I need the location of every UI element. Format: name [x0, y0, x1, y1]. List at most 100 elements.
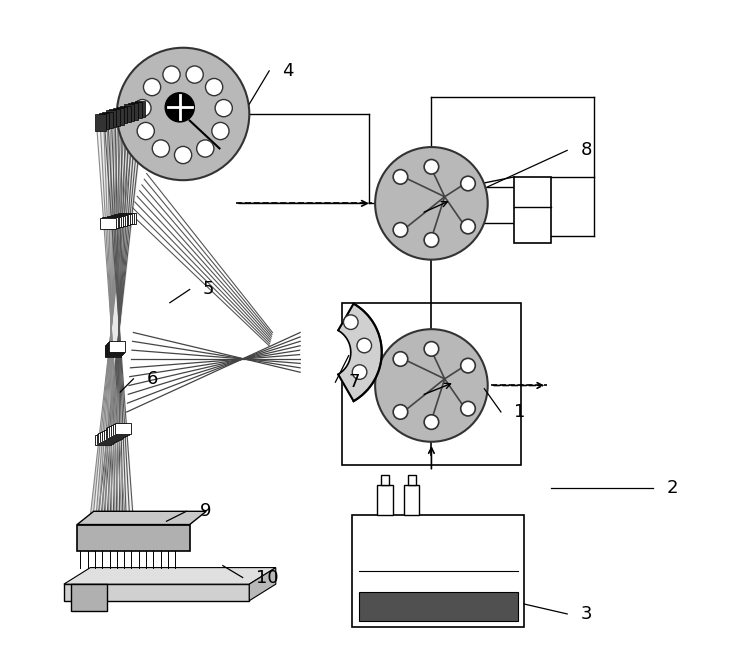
Text: 10: 10	[256, 569, 279, 587]
Bar	[107, 216, 123, 227]
Circle shape	[175, 146, 192, 164]
Bar	[118, 213, 133, 224]
Circle shape	[343, 315, 358, 329]
Bar	[107, 344, 122, 354]
Circle shape	[212, 122, 229, 140]
Circle shape	[375, 329, 488, 442]
Text: 8: 8	[581, 142, 592, 160]
Text: 3: 3	[581, 605, 592, 623]
Bar	[109, 215, 125, 226]
Bar	[116, 107, 128, 123]
Circle shape	[300, 327, 351, 378]
Text: 6: 6	[147, 370, 158, 388]
Circle shape	[393, 405, 408, 419]
Circle shape	[153, 140, 170, 157]
Bar	[77, 525, 189, 551]
Bar	[108, 343, 123, 354]
Bar	[108, 428, 123, 438]
Circle shape	[393, 223, 408, 237]
Bar	[120, 106, 131, 122]
Bar	[105, 345, 122, 356]
Bar	[99, 113, 109, 129]
Bar	[404, 485, 419, 515]
Bar	[102, 112, 113, 128]
Bar	[111, 215, 127, 226]
Bar	[113, 108, 124, 124]
Circle shape	[215, 100, 232, 117]
Polygon shape	[77, 511, 206, 525]
Bar	[102, 217, 117, 228]
Circle shape	[424, 233, 439, 247]
Bar	[124, 104, 134, 121]
Bar	[116, 214, 132, 225]
Bar	[109, 426, 125, 437]
Bar	[119, 213, 136, 223]
Bar	[95, 114, 105, 130]
Bar	[106, 344, 122, 355]
Bar	[342, 303, 521, 465]
Bar	[108, 342, 125, 352]
Bar	[131, 102, 142, 118]
Circle shape	[134, 100, 151, 117]
Bar	[106, 110, 116, 127]
Bar	[97, 434, 113, 444]
Bar	[95, 435, 111, 446]
Bar	[110, 109, 120, 126]
Circle shape	[393, 352, 408, 366]
Bar	[109, 341, 125, 352]
Circle shape	[424, 160, 439, 174]
Circle shape	[137, 122, 154, 140]
Bar	[111, 426, 127, 436]
Bar	[408, 475, 416, 485]
Bar	[99, 433, 114, 444]
Text: 9: 9	[200, 502, 211, 520]
Bar	[103, 217, 119, 227]
Bar	[381, 475, 389, 485]
Bar	[105, 428, 122, 439]
Circle shape	[117, 48, 249, 180]
Bar	[113, 424, 129, 435]
Bar	[64, 584, 249, 600]
Circle shape	[461, 358, 475, 373]
Bar	[113, 215, 128, 225]
Bar	[105, 217, 121, 227]
Circle shape	[424, 342, 439, 356]
Bar	[377, 485, 393, 515]
Bar	[114, 214, 130, 225]
Text: 4: 4	[282, 62, 294, 80]
Text: 5: 5	[203, 281, 214, 299]
Circle shape	[375, 147, 488, 259]
Bar	[128, 103, 138, 120]
Circle shape	[352, 365, 367, 379]
Text: 2: 2	[666, 479, 678, 497]
Bar	[107, 343, 123, 354]
Bar	[115, 423, 130, 434]
Bar	[105, 346, 121, 356]
Text: 1: 1	[514, 403, 525, 421]
Bar	[102, 431, 118, 441]
Bar	[108, 342, 124, 352]
Circle shape	[163, 66, 180, 83]
Circle shape	[206, 78, 223, 96]
Circle shape	[461, 219, 475, 234]
Circle shape	[424, 415, 439, 430]
Wedge shape	[326, 304, 382, 401]
Polygon shape	[249, 568, 276, 600]
Bar	[100, 432, 116, 442]
Circle shape	[144, 78, 161, 96]
Bar	[105, 346, 121, 356]
Circle shape	[393, 170, 408, 184]
Bar	[108, 342, 124, 353]
Circle shape	[461, 176, 475, 191]
Circle shape	[461, 402, 475, 416]
Text: 7: 7	[349, 373, 360, 391]
Bar	[352, 515, 524, 627]
Circle shape	[197, 140, 214, 157]
Bar	[359, 593, 517, 620]
Circle shape	[165, 93, 195, 122]
Bar	[106, 344, 122, 355]
Bar	[71, 584, 107, 610]
Bar	[99, 218, 116, 229]
Polygon shape	[64, 568, 276, 584]
Circle shape	[186, 66, 203, 83]
